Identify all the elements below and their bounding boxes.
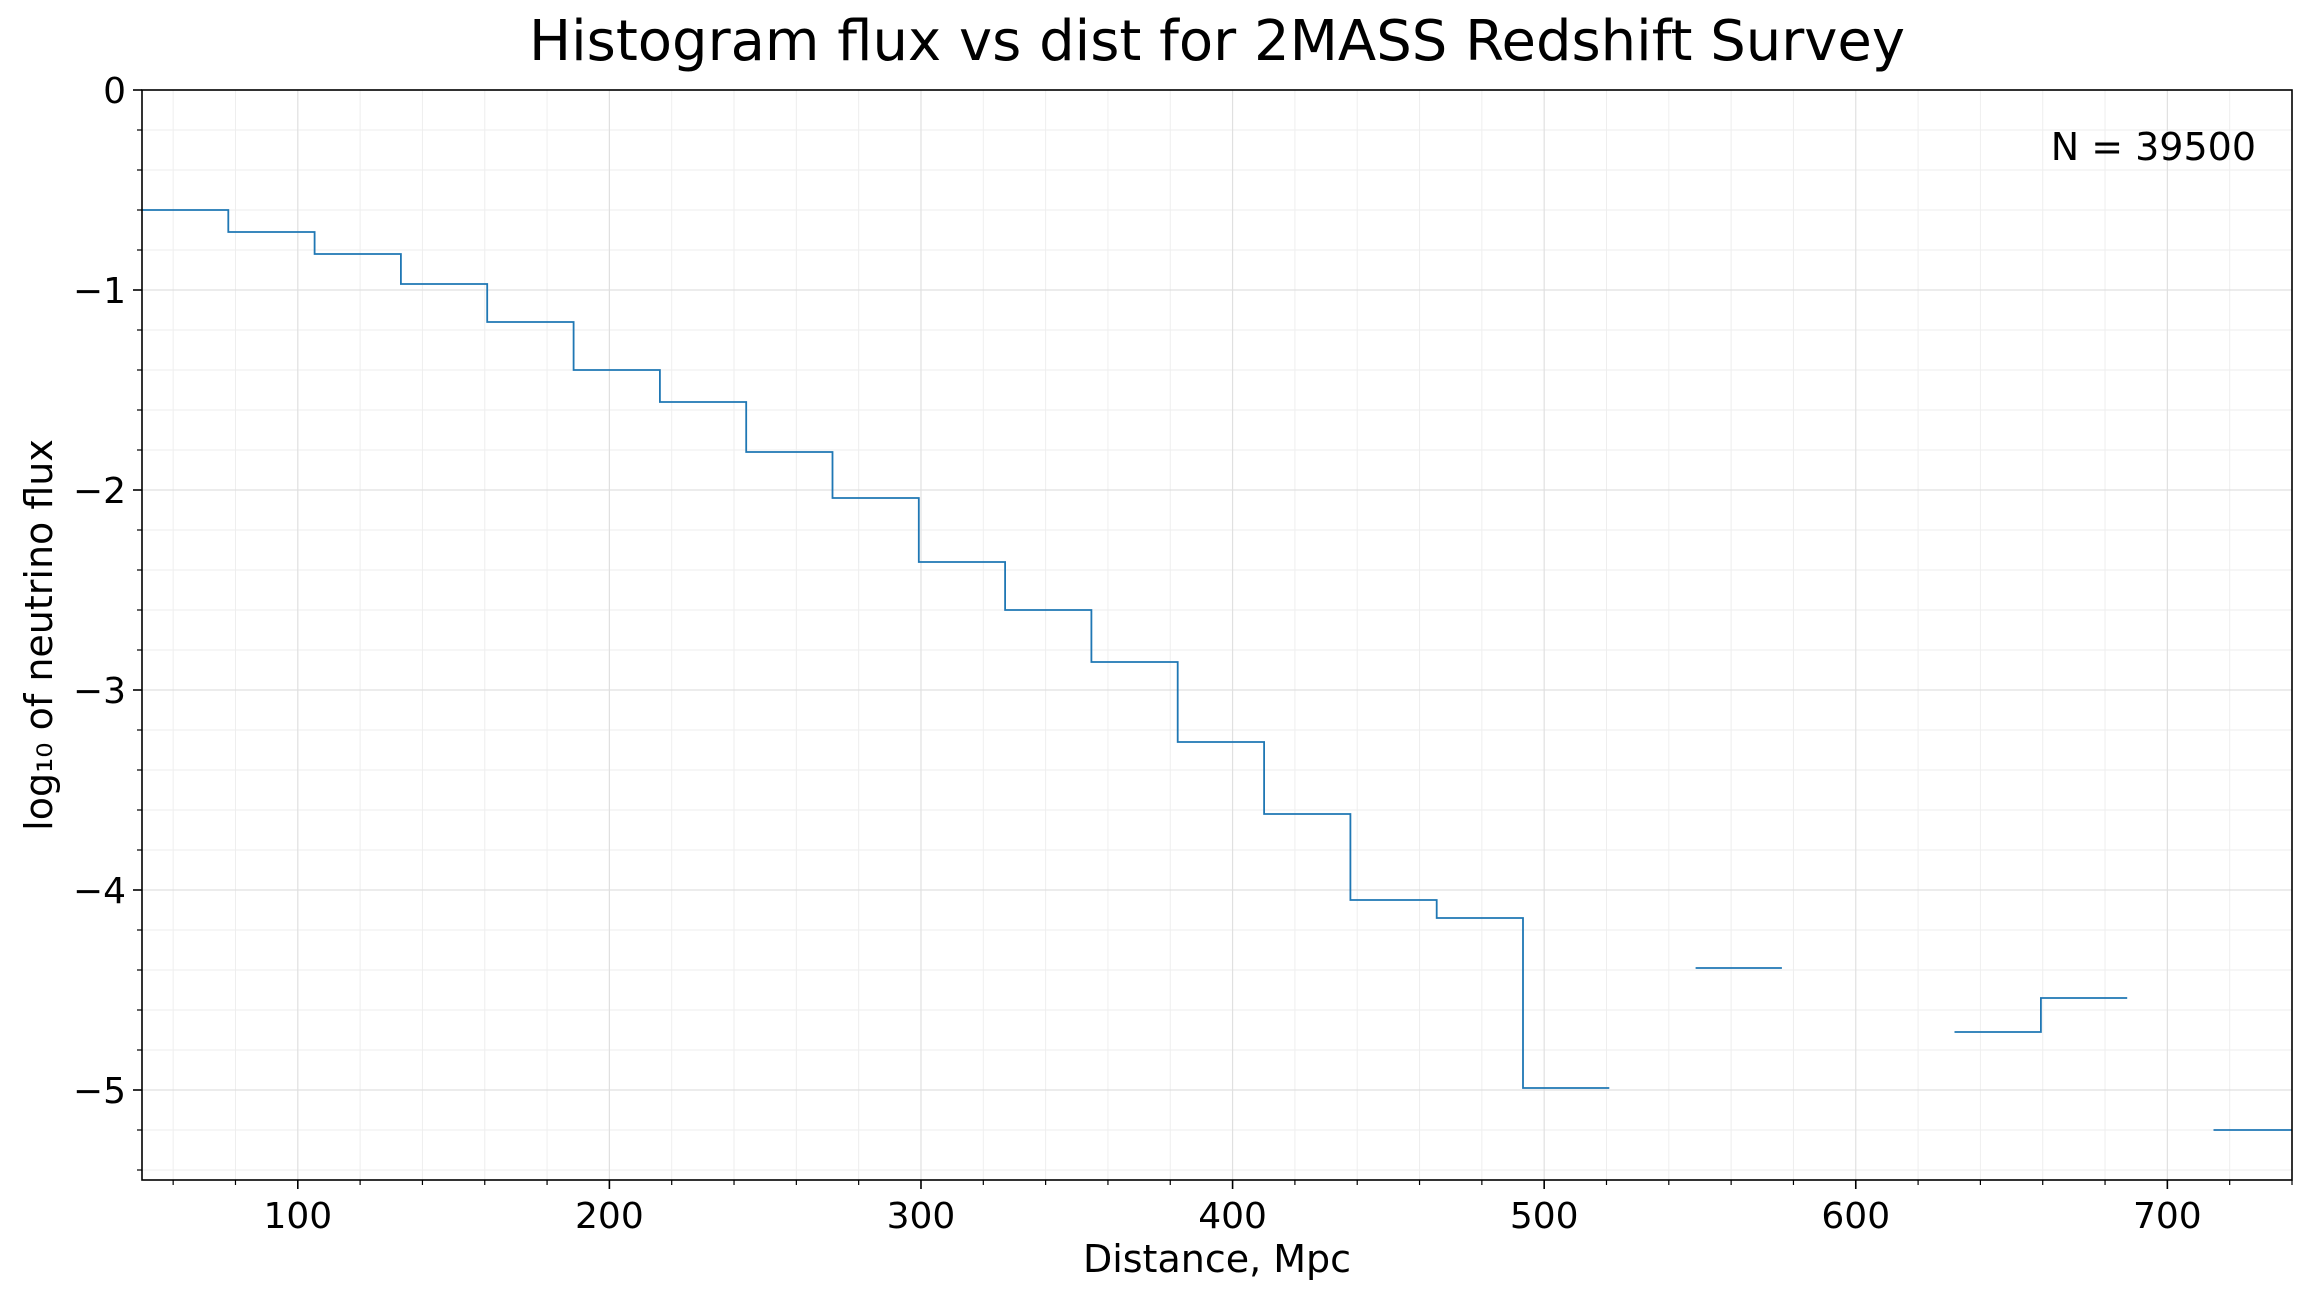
- major-grid: [142, 89, 2292, 1180]
- minor-grid: [142, 90, 2293, 1180]
- y-axis-label: log₁₀ of neutrino flux: [17, 439, 61, 831]
- flux-step-segment: [1954, 997, 2128, 1033]
- x-tick-label: 600: [1821, 1196, 1890, 1237]
- series-layer: [142, 209, 2292, 1131]
- y-tick-label: −1: [73, 271, 126, 312]
- y-tick-label: −4: [73, 871, 126, 912]
- y-tick-label: −3: [73, 671, 126, 712]
- y-tick-label: −5: [73, 1071, 126, 1112]
- ticks-layer: 100 200 300 400 500 600 700 0 −1 −2 −3 −4 −5: [73, 71, 2293, 1237]
- x-tick-label: 400: [1198, 1196, 1267, 1237]
- x-tick-label: 300: [887, 1196, 956, 1237]
- flux-step-segment: [142, 209, 1610, 1089]
- x-axis-label: Distance, Mpc: [1083, 1237, 1351, 1281]
- x-tick-label: 500: [1510, 1196, 1579, 1237]
- x-tick-label: 700: [2133, 1196, 2202, 1237]
- plot-frame: [141, 89, 2293, 1181]
- x-tick-label: 100: [263, 1196, 332, 1237]
- count-annotation: N = 39500: [2051, 125, 2256, 169]
- chart-title: Histogram flux vs dist for 2MASS Redshif…: [529, 9, 1905, 74]
- y-tick-label: −2: [73, 471, 126, 512]
- y-tick-label: 0: [103, 71, 126, 112]
- x-tick-label: 200: [575, 1196, 644, 1237]
